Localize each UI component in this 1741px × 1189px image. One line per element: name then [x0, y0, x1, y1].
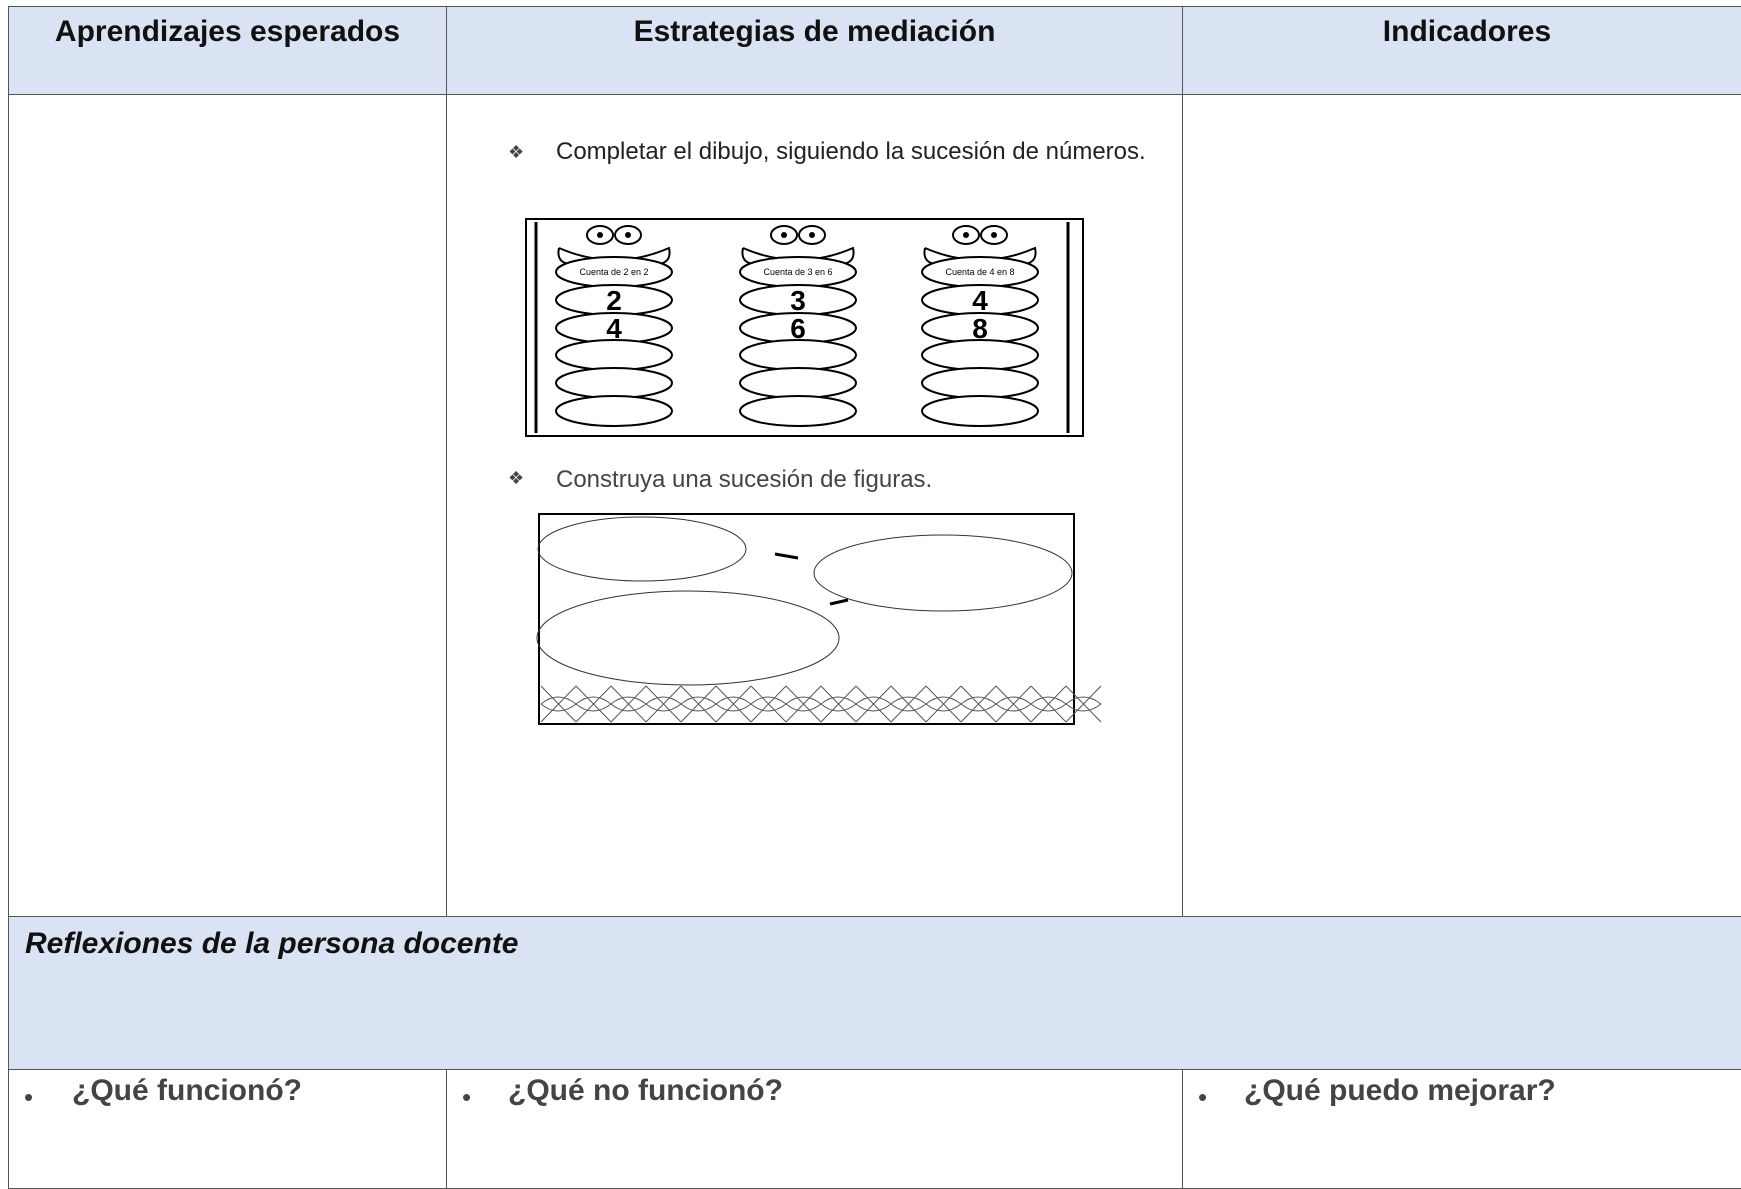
- question: ¿Qué funcionó?: [72, 1074, 302, 1107]
- reflection-title: Reflexiones de la persona docente: [25, 927, 519, 960]
- header-cell: Aprendizajes esperados: [8, 6, 447, 95]
- bullet: •: [24, 1082, 34, 1112]
- header-text: Estrategias de mediación: [633, 15, 996, 48]
- bullet: •: [1198, 1082, 1208, 1112]
- bullet: ❖: [508, 468, 525, 488]
- question: ¿Qué puedo mejorar?: [1244, 1074, 1556, 1107]
- bullet: ❖: [508, 142, 525, 162]
- question: ¿Qué no funcionó?: [508, 1074, 783, 1107]
- bullet: •: [462, 1082, 472, 1112]
- reflection-cell: Reflexiones de la persona docente: [8, 916, 1741, 1070]
- strategy-item: Completar el dibujo, siguiendo la sucesi…: [556, 138, 1146, 165]
- body-cell: [1182, 94, 1741, 917]
- header-text: Indicadores: [1382, 15, 1552, 48]
- body-cell: [446, 94, 1183, 917]
- header-text: Aprendizajes esperados: [54, 15, 401, 48]
- body-cell: [8, 94, 447, 917]
- strategy-item: Construya una sucesión de figuras.: [556, 466, 933, 493]
- header-cell: Indicadores: [1182, 6, 1741, 95]
- header-cell: Estrategias de mediación: [446, 6, 1183, 95]
